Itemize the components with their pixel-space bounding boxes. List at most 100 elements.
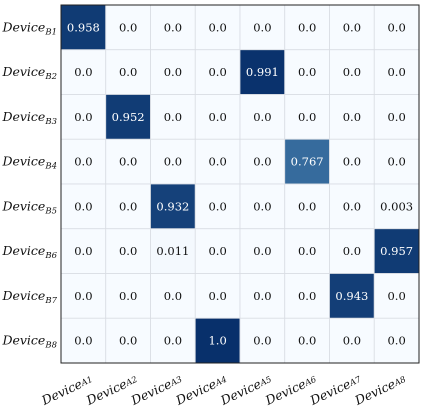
heatmap-cell: 0.0 xyxy=(150,273,196,319)
cell-value-label: 0.0 xyxy=(253,199,271,213)
cell-value-label: 0.0 xyxy=(387,289,405,303)
cell-value-label: 0.0 xyxy=(164,20,182,34)
cell-value-label: 0.0 xyxy=(387,110,405,124)
cell-value-label: 0.0 xyxy=(253,244,271,258)
cell-value-label: 0.0 xyxy=(298,110,316,124)
heatmap-cell: 0.0 xyxy=(239,94,286,140)
cell-value-label: 0.0 xyxy=(74,155,92,169)
cell-value-label: 0.0 xyxy=(74,199,92,213)
column-label-base: Device xyxy=(38,376,84,408)
heatmap-cell-fill xyxy=(373,228,420,274)
row-label: DeviceB7 xyxy=(1,288,57,306)
heatmap-cell: 0.0 xyxy=(284,49,330,95)
row-label: DeviceB1 xyxy=(1,19,57,37)
heatmap-cell: 0.0 xyxy=(239,4,286,51)
cell-value-label: 0.0 xyxy=(343,334,361,348)
column-label: DeviceA3 xyxy=(128,371,185,408)
row-labels: DeviceB1 Device B2 DeviceB3 DeviceB4 DeviceB5… xyxy=(1,19,57,350)
heatmap-cell: 0.0 xyxy=(329,94,375,140)
heatmap-cell: 0.0 xyxy=(194,273,241,319)
heatmap-cell-fill xyxy=(329,94,375,140)
cell-value-label: 0.0 xyxy=(74,289,92,303)
heatmap-cell: 0.0 xyxy=(239,183,286,230)
heatmap-cell-fill xyxy=(194,138,241,185)
column-labels: DeviceA1DeviceA2DeviceA3DeviceA4DeviceA5… xyxy=(38,371,408,408)
cell-value-label: 1.0 xyxy=(208,334,226,348)
row-label: DeviceB3 xyxy=(1,109,57,127)
column-label: DeviceA4 xyxy=(172,371,229,408)
heatmap-cell-fill xyxy=(60,4,107,51)
cell-value-label: 0.0 xyxy=(74,334,92,348)
heatmap-cell: 0.011 xyxy=(150,228,196,274)
heatmap-cell: 0.0 xyxy=(60,49,107,95)
heatmap-cell: 0.0 xyxy=(60,228,107,274)
row-label-base: Device xyxy=(1,198,45,213)
column-label: DeviceA8 xyxy=(351,371,408,408)
heatmap-cell-fill xyxy=(329,273,375,319)
cell-value-label: 0.0 xyxy=(343,155,361,169)
cell-value-label: 0.0 xyxy=(253,155,271,169)
cell-value-label: 0.0 xyxy=(164,334,182,348)
heatmap-cell: 0.0 xyxy=(194,49,241,95)
heatmap-cell: 0.0 xyxy=(284,4,330,51)
cell-value-label: 0.0 xyxy=(119,65,137,79)
heatmap-cell: 0.0 xyxy=(60,183,107,230)
heatmap-cell-fill xyxy=(194,49,241,95)
heatmap-cell-fill xyxy=(150,273,196,319)
cell-value-label: 0.0 xyxy=(387,20,405,34)
cell-value-label: 0.0 xyxy=(208,289,226,303)
heatmap-cell: 0.0 xyxy=(150,138,196,185)
heatmap-cell: 0.932 xyxy=(150,183,196,230)
heatmap-cell: 0.991 xyxy=(239,49,286,95)
heatmap-cell: 0.003 xyxy=(373,183,420,230)
row-label-base: Device xyxy=(1,109,45,124)
heatmap-cell-fill xyxy=(194,183,241,230)
cell-value-label: 0.0 xyxy=(119,155,137,169)
row-label: DeviceB4 xyxy=(1,154,57,172)
column-label-subscript: A4 xyxy=(213,374,229,388)
heatmap-cell: 0.0 xyxy=(239,317,286,364)
heatmap-cell: 0.0 xyxy=(239,228,286,274)
cell-value-label: 0.003 xyxy=(380,199,413,213)
heatmap-cell: 0.0 xyxy=(284,317,330,364)
cell-value-label: 0.0 xyxy=(253,20,271,34)
cell-value-label: 0.0 xyxy=(343,65,361,79)
cell-value-label: 0.0 xyxy=(387,155,405,169)
cell-value-label: 0.0 xyxy=(164,289,182,303)
heatmap-cell-fill xyxy=(373,273,420,319)
heatmap-cell-fill xyxy=(150,94,196,140)
cell-value-label: 0.011 xyxy=(156,244,189,258)
row-label-subscript: B6 xyxy=(44,251,57,261)
cell-value-label: 0.991 xyxy=(246,65,279,79)
row-label: DeviceB5 xyxy=(1,198,57,216)
heatmap-cell: 1.0 xyxy=(194,317,241,364)
cell-value-label: 0.0 xyxy=(208,20,226,34)
heatmap-cell-fill xyxy=(373,317,420,364)
cell-value-label: 0.0 xyxy=(208,244,226,258)
heatmap-cell-fill xyxy=(105,273,151,319)
row-label: DeviceB6 xyxy=(1,243,57,261)
cell-value-label: 0.943 xyxy=(335,289,368,303)
heatmap-cells: 0.958 0.0 0.0 0.0 0.0 0.0 0.0 0.0 0.0 0.0 0.0 0.0 0.… xyxy=(60,4,420,364)
heatmap-cell: 0.0 xyxy=(373,4,420,51)
cell-value-label: 0.0 xyxy=(74,65,92,79)
heatmap-cell: 0.0 xyxy=(105,273,151,319)
heatmap-cell-fill xyxy=(239,138,286,185)
heatmap-cell-fill xyxy=(105,49,151,95)
heatmap-cell-fill xyxy=(239,317,286,364)
column-label: DeviceA2 xyxy=(83,371,140,408)
cell-value-label: 0.0 xyxy=(298,20,316,34)
heatmap-cell-fill xyxy=(150,228,196,274)
heatmap-cell-fill xyxy=(284,49,330,95)
row-label-subscript: B2 xyxy=(44,72,57,82)
cell-value-label: 0.0 xyxy=(343,199,361,213)
cell-value-label: 0.0 xyxy=(74,244,92,258)
cell-value-label: 0.0 xyxy=(298,65,316,79)
heatmap-cell: 0.0 xyxy=(194,4,241,51)
heatmap-cell: 0.0 xyxy=(194,228,241,274)
heatmap-cell: 0.0 xyxy=(150,49,196,95)
heatmap-cell: 0.0 xyxy=(329,138,375,185)
heatmap-cell: 0.0 xyxy=(329,4,375,51)
heatmap-cell-fill xyxy=(105,4,151,51)
